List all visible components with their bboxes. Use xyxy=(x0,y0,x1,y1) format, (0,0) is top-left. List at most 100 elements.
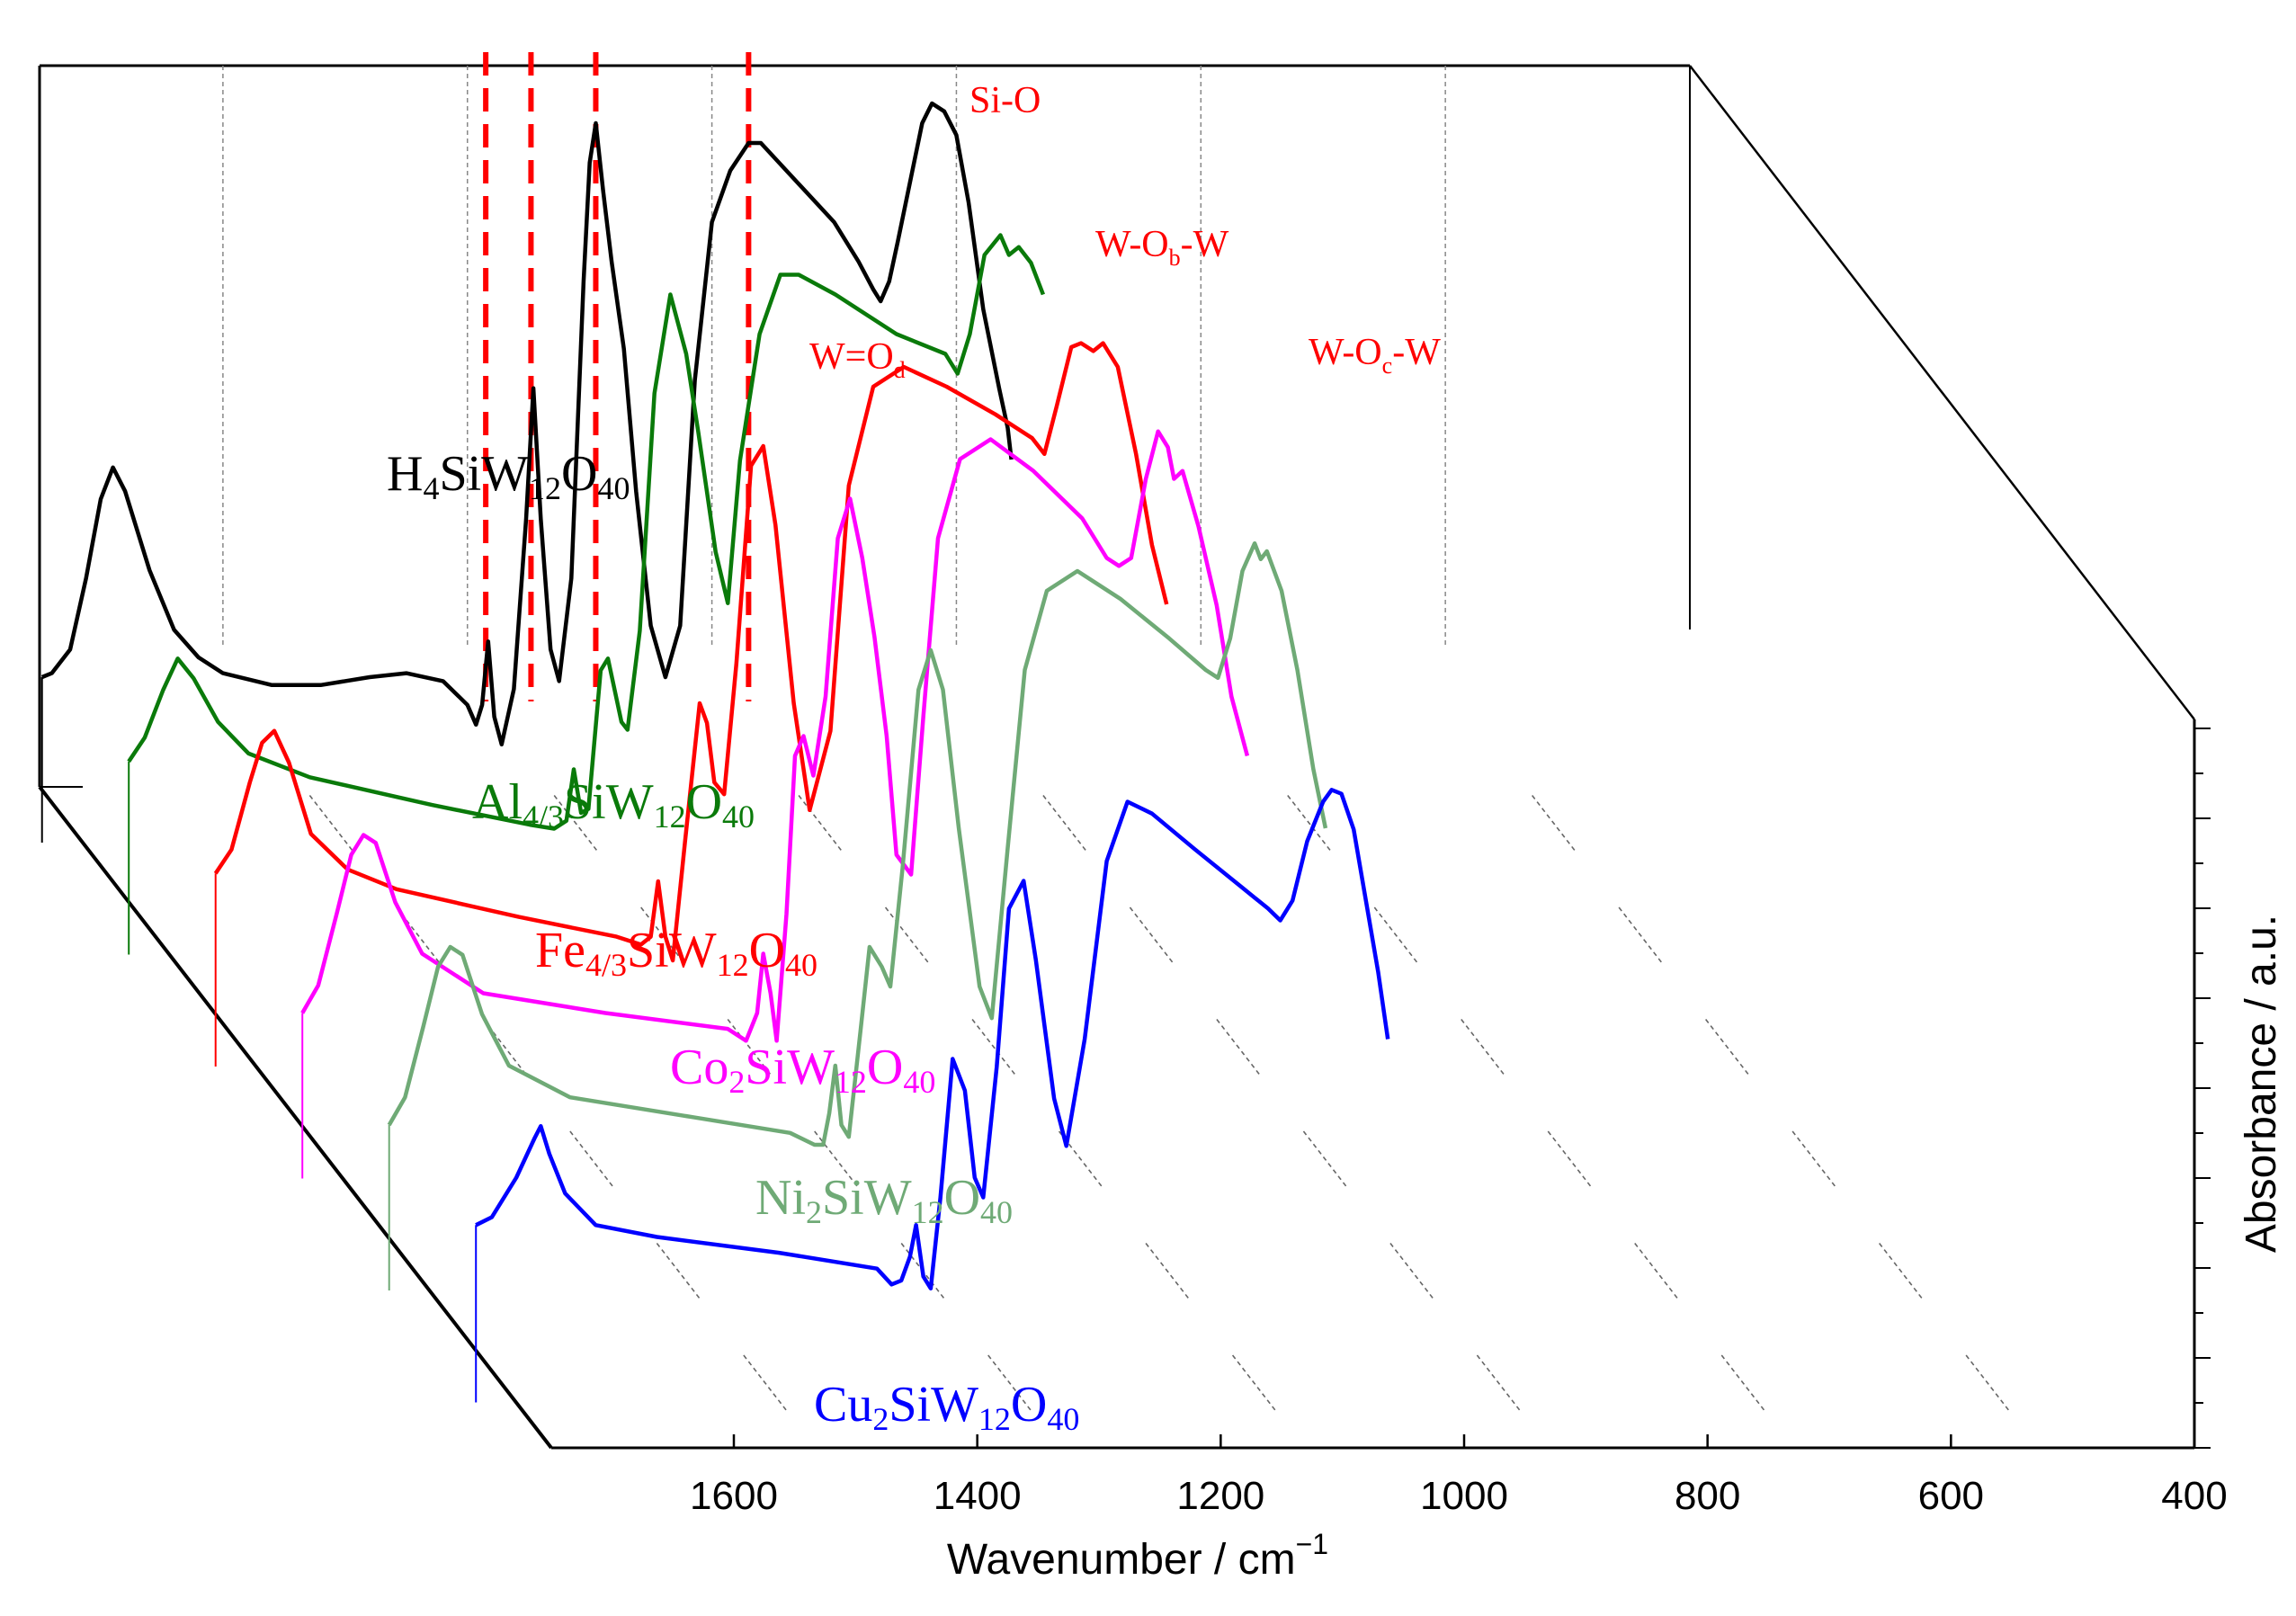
floor-grid-line xyxy=(1532,795,1577,852)
floor-grid-line xyxy=(1231,1354,1277,1412)
floor-grid-line xyxy=(1634,1243,1679,1299)
band-label-part: W=O xyxy=(809,336,894,378)
x-tick-label: 1200 xyxy=(1176,1474,1264,1518)
series-label-part: 40 xyxy=(1047,1401,1079,1437)
series-label-part: O xyxy=(686,774,722,830)
series-label-part: SiW xyxy=(439,446,529,502)
floor-grid-line xyxy=(1145,1243,1190,1299)
x-tick-label: 1000 xyxy=(1420,1474,1508,1518)
band-label: W-Oc-W xyxy=(1309,332,1441,379)
band-label: W-Ob-W xyxy=(1095,224,1229,271)
x-axis-title-exponent: −1 xyxy=(1296,1528,1328,1560)
series-label-part: 40 xyxy=(722,799,755,835)
series-label-part: Al xyxy=(472,774,523,830)
band-label-part: c xyxy=(1382,353,1393,379)
floor-grid-line xyxy=(1720,1354,1765,1412)
spectrum-line xyxy=(213,341,1169,963)
series-label-part: O xyxy=(944,1170,980,1226)
series-label-part: SiW xyxy=(564,774,654,830)
floor-grid-line xyxy=(1042,795,1087,852)
x-tick-label: 1400 xyxy=(934,1474,1022,1518)
floor-grid-line xyxy=(814,1130,859,1188)
floor-grid-line xyxy=(640,906,685,964)
floor-grid-line xyxy=(1302,1130,1348,1188)
floor-grid xyxy=(308,795,2010,1412)
band-label-part: b xyxy=(1169,245,1181,271)
series-label-part: SiW xyxy=(745,1040,835,1095)
x-axis-title: Wavenumber / cm−1 xyxy=(947,1528,1328,1584)
y-axis-title: Absorbance / a.u. xyxy=(2238,915,2285,1253)
floor-grid-line xyxy=(1618,906,1663,964)
floor-grid-line xyxy=(1216,1019,1261,1076)
x-axis: 1600 1400 1200 1000 800 600 400 xyxy=(690,1434,2228,1518)
series-label: H4SiW12O40 xyxy=(387,446,630,506)
series-label-part: 12 xyxy=(529,470,561,506)
series-label-part: Fe xyxy=(535,923,585,978)
x-tick-label: 800 xyxy=(1675,1474,1740,1518)
series-label-part: 2 xyxy=(872,1401,889,1437)
floor-grid-line xyxy=(1129,906,1175,964)
spectrum-line xyxy=(300,429,1250,1043)
floor-grid-line xyxy=(1461,1019,1505,1076)
series-label-part: SiW xyxy=(822,1170,912,1226)
floor-grid-line xyxy=(1389,1243,1434,1299)
series-label: Co2SiW12O40 xyxy=(670,1040,935,1100)
floor-grid-line xyxy=(569,1130,614,1188)
series-label: Ni2SiW12O40 xyxy=(755,1170,1013,1230)
floor-grid-line xyxy=(1705,1019,1750,1076)
y-axis-ticks xyxy=(2194,728,2211,1449)
series-label-part: 4/3 xyxy=(585,947,627,983)
series-label-part: O xyxy=(749,923,785,978)
floor-grid-line xyxy=(553,795,598,852)
chart-frame xyxy=(38,64,2196,1450)
x-tick-label: 1600 xyxy=(690,1474,778,1518)
series-label-part: 2 xyxy=(806,1194,822,1230)
floor-grid-line xyxy=(1287,795,1332,852)
series-label-part: 12 xyxy=(912,1194,944,1230)
series-label-part: 40 xyxy=(980,1194,1013,1230)
series-label-part: Cu xyxy=(814,1377,872,1433)
floor-grid-line xyxy=(884,906,930,964)
band-label: Si-O xyxy=(969,80,1041,121)
series-label-part: 40 xyxy=(597,470,630,506)
floor-grid-line xyxy=(1547,1130,1592,1188)
floor-grid-line xyxy=(1373,906,1418,964)
series-label-part: SiW xyxy=(627,923,717,978)
series-label: Al4/3SiW12O40 xyxy=(472,774,755,835)
floor-grid-line xyxy=(1879,1243,1924,1299)
band-label-part: -W xyxy=(1181,224,1229,265)
series-label: Cu2SiW12O40 xyxy=(814,1377,1079,1437)
floor-grid-line xyxy=(1791,1130,1836,1188)
band-label-part: -W xyxy=(1392,332,1441,373)
floor-grid-line xyxy=(971,1019,1016,1076)
series-label-part: SiW xyxy=(889,1377,978,1433)
series-label-part: 4/3 xyxy=(523,799,564,835)
series-label-part: O xyxy=(867,1040,903,1095)
spectrum-line xyxy=(475,788,1390,1290)
series-label-part: 12 xyxy=(978,1401,1011,1437)
series-label-part: 12 xyxy=(835,1064,867,1100)
floor-left-edge xyxy=(38,785,553,1450)
x-axis-title-text: Wavenumber / cm xyxy=(947,1536,1296,1584)
series-label-part: 2 xyxy=(728,1064,745,1100)
top-depth-edge xyxy=(1689,65,2195,720)
series-label-part: O xyxy=(561,446,597,502)
spectrum-line xyxy=(387,540,1328,1147)
x-tick-label: 400 xyxy=(2161,1474,2227,1518)
series-label: Fe4/3SiW12O40 xyxy=(535,923,817,983)
spectra xyxy=(40,101,1390,1403)
floor-grid-line xyxy=(308,795,354,852)
series-label-part: 4 xyxy=(423,470,439,506)
floor-grid-line xyxy=(987,1354,1032,1412)
floor-grid-line xyxy=(798,795,843,852)
band-label-part: W-O xyxy=(1095,224,1169,265)
series-label-part: O xyxy=(1011,1377,1047,1433)
series-label-part: H xyxy=(387,446,423,502)
series-label-part: Ni xyxy=(755,1170,806,1226)
series-label-part: 40 xyxy=(903,1064,935,1100)
band-label: W=Od xyxy=(809,336,906,383)
series-label-part: Co xyxy=(670,1040,728,1095)
floor-grid-line xyxy=(1476,1354,1522,1412)
series-label-part: 12 xyxy=(717,947,749,983)
